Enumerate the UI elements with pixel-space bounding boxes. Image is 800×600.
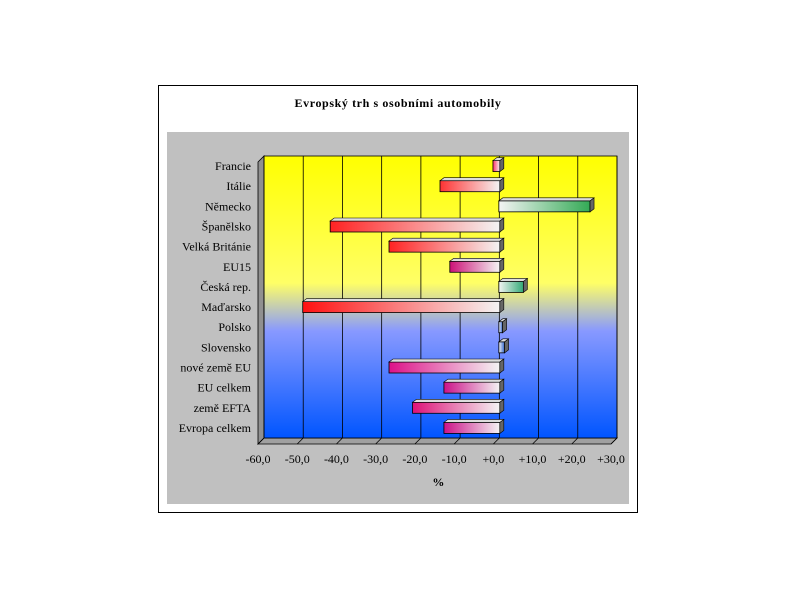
- category-label: Slovensko: [201, 340, 251, 354]
- chart-svg: -60,0 -50,0 -40,0 -30,0 -20,0 -10,0 +0,0 +10,0 +…: [179, 155, 625, 489]
- bar: [439, 177, 505, 193]
- category-label: Německo: [205, 199, 251, 213]
- bar: [388, 358, 505, 374]
- bar: [443, 378, 505, 394]
- gridline-floor: [257, 437, 265, 445]
- bar: [388, 237, 505, 253]
- gridline-floor: [532, 437, 539, 445]
- bar: [497, 197, 595, 213]
- bar-end: [523, 277, 528, 294]
- plot-side-wall: [257, 155, 265, 445]
- bar-top: [301, 298, 505, 302]
- bar-top: [497, 197, 595, 202]
- category-label: Česká rep.: [200, 280, 251, 294]
- chart-frame: Evropský trh s osobními automobily -60,0…: [158, 85, 638, 513]
- x-tick-label: -50,0: [285, 452, 310, 466]
- gridline-floor: [610, 437, 618, 445]
- bar-end: [499, 177, 505, 193]
- bar-face: [498, 341, 505, 354]
- bar-end: [589, 197, 595, 213]
- chart-title: Evropský trh s osobními automobily: [294, 96, 502, 110]
- bar-face: [443, 422, 501, 434]
- bar-top: [388, 358, 505, 363]
- plot-border: [263, 155, 618, 439]
- bar-end: [499, 297, 505, 314]
- gridline-floor: [571, 437, 579, 445]
- bar: [443, 418, 505, 435]
- x-tick-label: +0,0: [482, 452, 504, 466]
- x-tick-label: -30,0: [363, 452, 388, 466]
- category-label: Španělsko: [202, 220, 251, 234]
- bar-top: [439, 177, 505, 182]
- x-tick-label: -10,0: [442, 452, 467, 466]
- bar-face: [302, 301, 501, 313]
- bar: [497, 277, 529, 294]
- plot-floor: [257, 437, 618, 445]
- bar: [301, 297, 505, 314]
- category-label: EU15: [223, 260, 251, 274]
- bar-top: [388, 237, 505, 242]
- bar-face: [492, 160, 501, 172]
- bar-end: [499, 217, 505, 233]
- bar-end: [502, 318, 507, 334]
- x-tick-label: +10,0: [519, 452, 547, 466]
- bar-face: [388, 240, 501, 253]
- gridline-floor: [296, 437, 304, 445]
- bar-top: [443, 419, 505, 423]
- bar: [448, 257, 505, 273]
- x-axis-label: %: [432, 475, 444, 489]
- bar: [411, 398, 505, 414]
- category-label: Maďarsko: [201, 300, 251, 314]
- gridline-floor: [493, 437, 500, 445]
- bar-end: [499, 358, 505, 374]
- bar-face: [449, 260, 501, 273]
- bar-face: [498, 281, 524, 293]
- x-tick-label: +20,0: [558, 452, 586, 466]
- category-label: Polsko: [218, 320, 251, 334]
- category-label: nové země EU: [180, 361, 251, 375]
- category-label: EU celkem: [197, 381, 251, 395]
- bar-top: [497, 278, 529, 282]
- x-tick-label: -60,0: [246, 452, 271, 466]
- bar-end: [499, 378, 505, 394]
- category-label: Velká Británie: [182, 240, 251, 254]
- category-label: Evropa celkem: [179, 421, 252, 435]
- bar-end: [504, 338, 509, 354]
- bar-end: [499, 257, 505, 273]
- category-label: Francie: [215, 159, 251, 173]
- gridline-floor: [453, 437, 461, 445]
- bar: [497, 318, 508, 334]
- bar-face: [498, 200, 591, 213]
- bar-top: [443, 378, 505, 383]
- bar-end: [499, 237, 505, 253]
- x-tick-label: +30,0: [597, 452, 625, 466]
- gridline-floor: [375, 437, 382, 445]
- bar-top: [411, 398, 505, 403]
- category-label: Itálie: [226, 179, 251, 193]
- bar-end: [499, 156, 505, 173]
- bar-top: [329, 217, 505, 222]
- bar-face: [388, 361, 501, 374]
- bar: [329, 217, 505, 233]
- bar-face: [412, 401, 501, 414]
- x-tick-label: -40,0: [324, 452, 349, 466]
- x-tick-label: -20,0: [402, 452, 427, 466]
- bar-end: [499, 418, 505, 435]
- gridline-floor: [414, 437, 422, 445]
- bar-face: [498, 321, 503, 334]
- bar-face: [329, 220, 501, 233]
- bar-face: [439, 180, 501, 193]
- gridline-floor: [336, 437, 343, 445]
- bar-end: [499, 398, 505, 414]
- bar: [497, 338, 510, 354]
- category-label: země EFTA: [194, 401, 252, 415]
- bar-face: [443, 381, 501, 394]
- bar: [492, 156, 505, 173]
- bar-top: [448, 257, 505, 262]
